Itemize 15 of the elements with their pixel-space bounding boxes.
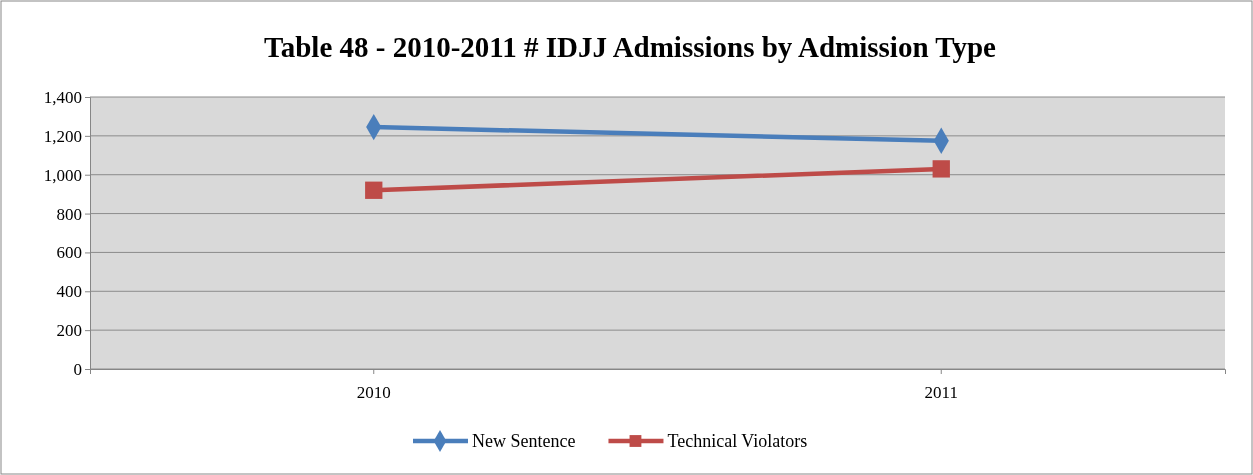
point bbox=[365, 181, 383, 199]
y-tick-label: 200 bbox=[56, 321, 82, 341]
legend-label: New Sentence bbox=[472, 431, 576, 451]
y-tick-label: 600 bbox=[56, 243, 82, 263]
y-tick-label: 800 bbox=[56, 204, 82, 224]
y-tick-label: 400 bbox=[56, 282, 82, 302]
x-tick-label: 2011 bbox=[924, 383, 958, 403]
y-tick-label: 0 bbox=[73, 359, 82, 379]
y-tick-label: 1,200 bbox=[43, 126, 82, 146]
chart-title: Table 48 - 2010-2011 # IDJJ Admissions by Admission Type bbox=[264, 31, 997, 63]
point bbox=[932, 160, 950, 178]
legend-label: Technical Violators bbox=[667, 431, 808, 451]
y-tick-label: 1,400 bbox=[43, 87, 82, 107]
x-tick-label: 2010 bbox=[356, 383, 391, 403]
y-tick-label: 1,000 bbox=[43, 165, 82, 185]
